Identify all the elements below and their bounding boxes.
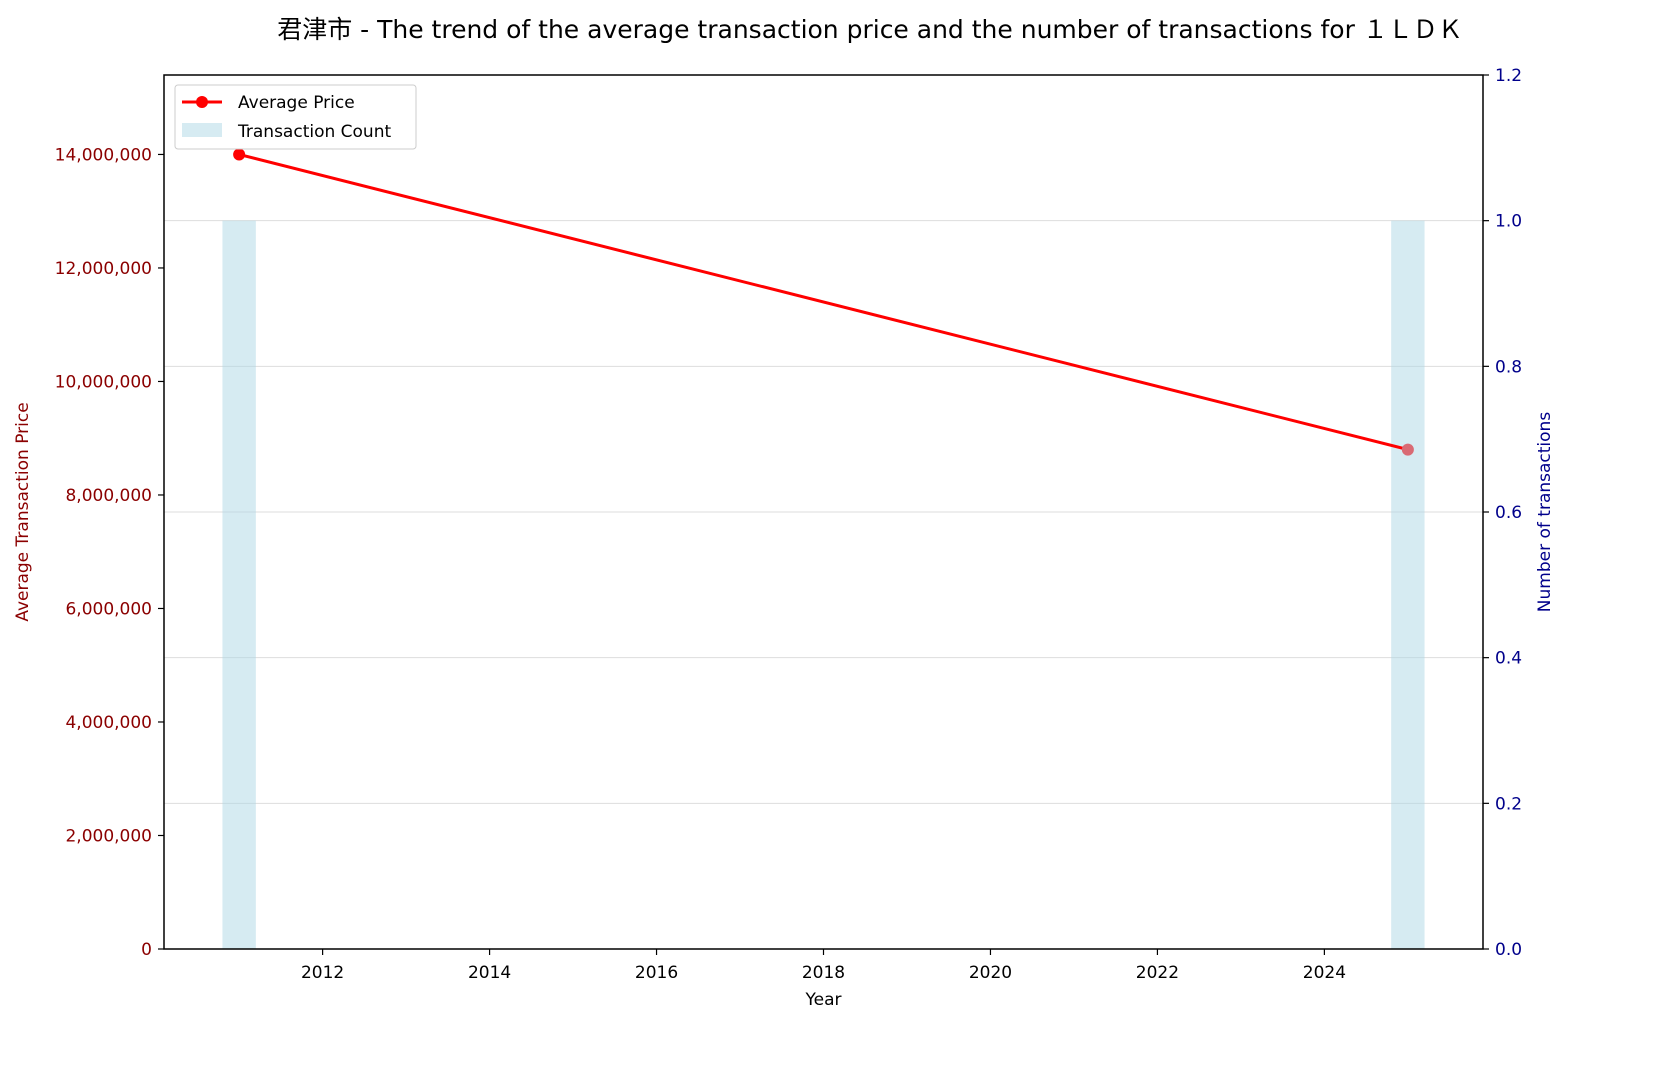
bar-transaction-count xyxy=(222,220,256,949)
x-tick-label: 2014 xyxy=(468,963,511,983)
x-tick-label: 2018 xyxy=(802,963,845,983)
left-tick-label: 12,000,000 xyxy=(55,259,152,279)
x-axis-ticks: 2012 2014 2016 2018 2020 2022 2024 xyxy=(301,949,1346,983)
chart-title: 君津市 - The trend of the average transacti… xyxy=(277,15,1463,44)
right-axis-label: Number of transactions xyxy=(1535,412,1555,613)
x-tick-label: 2016 xyxy=(635,963,678,983)
legend-label-average-price: Average Price xyxy=(238,93,355,113)
left-axis-ticks: 0 2,000,000 4,000,000 6,000,000 8,000,000 10,… xyxy=(55,145,164,960)
left-tick-label: 2,000,000 xyxy=(65,826,152,846)
left-tick-label: 0 xyxy=(141,940,152,960)
right-tick-label: 0.2 xyxy=(1495,794,1522,814)
right-tick-label: 0.8 xyxy=(1495,357,1522,377)
bar-transaction-count xyxy=(1391,220,1425,949)
right-tick-label: 1.0 xyxy=(1495,212,1522,232)
left-axis-label: Average Transaction Price xyxy=(13,402,33,621)
right-tick-label: 0.0 xyxy=(1495,940,1522,960)
x-tick-label: 2022 xyxy=(1136,963,1179,983)
bars xyxy=(222,220,1425,949)
grid-lines xyxy=(164,220,1483,804)
left-tick-label: 14,000,000 xyxy=(55,145,152,165)
left-tick-label: 4,000,000 xyxy=(65,713,152,733)
x-tick-label: 2024 xyxy=(1303,963,1346,983)
point-average-price xyxy=(233,148,246,161)
left-tick-label: 6,000,000 xyxy=(65,599,152,619)
right-tick-label: 0.4 xyxy=(1495,649,1522,669)
legend-label-transaction-count: Transaction Count xyxy=(237,122,391,142)
left-tick-label: 10,000,000 xyxy=(55,372,152,392)
legend-bar-swatch xyxy=(182,123,222,137)
x-tick-label: 2012 xyxy=(301,963,344,983)
legend-marker-swatch xyxy=(196,96,208,108)
x-axis-label: Year xyxy=(805,990,842,1010)
x-tick-label: 2020 xyxy=(969,963,1012,983)
point-average-price xyxy=(1401,443,1414,456)
right-tick-label: 0.6 xyxy=(1495,503,1522,523)
legend: Average Price Transaction Count xyxy=(174,84,417,150)
price-line xyxy=(233,148,1414,456)
legend-box xyxy=(174,84,417,150)
left-tick-label: 8,000,000 xyxy=(65,486,152,506)
right-tick-label: 1.2 xyxy=(1495,66,1522,86)
line-average-price xyxy=(238,153,1409,452)
right-axis-ticks: 0.0 0.2 0.4 0.6 0.8 1.0 1.2 xyxy=(1483,66,1522,960)
